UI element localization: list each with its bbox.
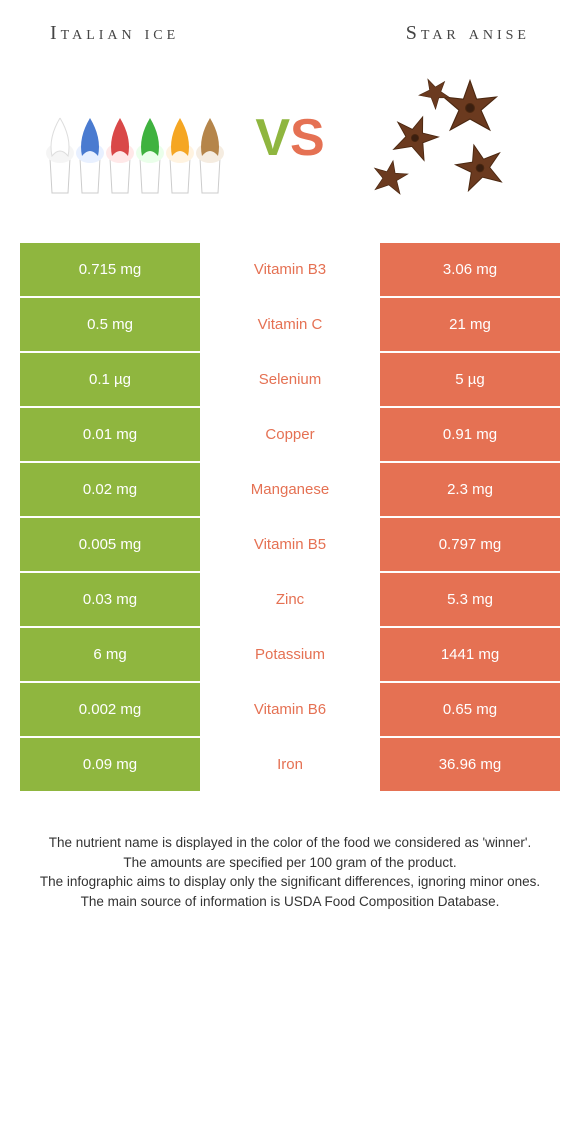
right-value: 5 µg [380,353,560,406]
header: Italian ice Star anise [0,0,580,55]
left-value: 0.01 mg [20,408,200,461]
table-row: 6 mgPotassium1441 mg [20,628,560,683]
nutrient-name: Selenium [200,353,380,406]
italian-ice-image [30,63,230,213]
table-row: 0.1 µgSelenium5 µg [20,353,560,408]
vs-s-letter: S [290,109,325,167]
vs-v-letter: V [255,109,290,167]
nutrient-name: Vitamin B5 [200,518,380,571]
footer-line-2: The amounts are specified per 100 gram o… [20,853,560,873]
nutrient-name: Iron [200,738,380,791]
left-value: 0.1 µg [20,353,200,406]
table-row: 0.01 mgCopper0.91 mg [20,408,560,463]
right-value: 1441 mg [380,628,560,681]
images-row: VS [0,55,580,243]
table-row: 0.002 mgVitamin B60.65 mg [20,683,560,738]
footer-notes: The nutrient name is displayed in the co… [0,793,580,911]
right-value: 0.91 mg [380,408,560,461]
left-value: 0.005 mg [20,518,200,571]
right-value: 3.06 mg [380,243,560,296]
table-row: 0.09 mgIron36.96 mg [20,738,560,793]
left-value: 0.5 mg [20,298,200,351]
left-value: 0.715 mg [20,243,200,296]
nutrient-name: Vitamin C [200,298,380,351]
right-value: 0.65 mg [380,683,560,736]
right-value: 2.3 mg [380,463,560,516]
table-row: 0.715 mgVitamin B33.06 mg [20,243,560,298]
left-value: 0.03 mg [20,573,200,626]
left-value: 0.02 mg [20,463,200,516]
nutrient-name: Potassium [200,628,380,681]
nutrient-name: Manganese [200,463,380,516]
nutrient-name: Vitamin B6 [200,683,380,736]
nutrient-name: Copper [200,408,380,461]
vs-label: VS [255,108,324,168]
nutrient-table: 0.715 mgVitamin B33.06 mg0.5 mgVitamin C… [20,243,560,793]
right-value: 0.797 mg [380,518,560,571]
footer-line-1: The nutrient name is displayed in the co… [20,833,560,853]
footer-line-3: The infographic aims to display only the… [20,872,560,892]
right-value: 36.96 mg [380,738,560,791]
star-anise-image [350,63,550,213]
table-row: 0.02 mgManganese2.3 mg [20,463,560,518]
nutrient-name: Zinc [200,573,380,626]
left-value: 6 mg [20,628,200,681]
left-value: 0.09 mg [20,738,200,791]
right-value: 5.3 mg [380,573,560,626]
nutrient-name: Vitamin B3 [200,243,380,296]
right-value: 21 mg [380,298,560,351]
table-row: 0.005 mgVitamin B50.797 mg [20,518,560,573]
right-food-title: Star anise [406,22,530,45]
footer-line-4: The main source of information is USDA F… [20,892,560,912]
table-row: 0.5 mgVitamin C21 mg [20,298,560,353]
left-food-title: Italian ice [50,22,179,45]
left-value: 0.002 mg [20,683,200,736]
table-row: 0.03 mgZinc5.3 mg [20,573,560,628]
